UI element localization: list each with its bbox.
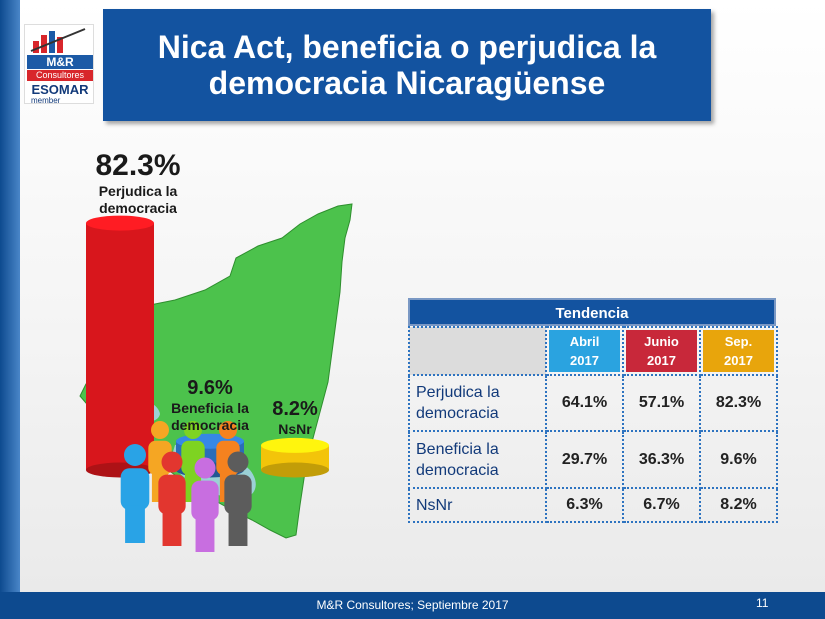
cell-perjudica-abril: 64.1% <box>545 374 624 432</box>
table-header-row: Abril 2017 Junio 2017 Sep. 2017 <box>408 326 778 376</box>
row-label-perjudica: Perjudica la democracia <box>408 374 547 432</box>
bar-category-label: democracia <box>99 200 177 217</box>
cell-beneficia-abril: 29.7% <box>545 430 624 489</box>
company-logo: M&R Consultores ESOMAR member <box>24 24 94 105</box>
column-header-junio-month: Junio <box>644 334 679 349</box>
person-figure-icon <box>158 451 186 546</box>
person-figure-icon <box>191 457 219 552</box>
footer-source: M&R Consultores; Septiembre 2017 <box>316 598 509 612</box>
logo-member: member <box>31 96 61 105</box>
person-figure-icon <box>224 451 252 546</box>
table-row: Beneficia la democracia 29.7% 36.3% 9.6% <box>408 430 778 489</box>
logo-brand: M&R <box>27 55 93 69</box>
left-accent-band <box>0 0 20 619</box>
cell-nsnr-sep: 8.2% <box>699 487 778 523</box>
title-banner: Nica Act, beneficia o perjudica la democ… <box>103 9 711 121</box>
bar-label-1: 82.3% Perjudica la democracia <box>78 149 198 217</box>
column-header-junio: Junio 2017 <box>622 326 701 376</box>
bar-cap-3 <box>261 437 329 453</box>
cell-nsnr-abril: 6.3% <box>545 487 624 523</box>
bar-cap-1 <box>86 215 154 231</box>
column-header-sep-month: Sep. <box>724 334 753 349</box>
footer-bar: M&R Consultores; Septiembre 2017 11 <box>0 592 825 619</box>
row-label-nsnr: NsNr <box>408 487 547 523</box>
column-header-junio-year: 2017 <box>647 353 676 368</box>
page-number: 11 <box>756 596 769 610</box>
bar-label-2: 9.6% Beneficia la democracia <box>150 377 270 434</box>
bar-category-label: Perjudica la <box>98 183 178 200</box>
column-header-abril-month: Abril <box>569 334 600 349</box>
column-header-sep-year: 2017 <box>724 353 753 368</box>
logo-subtitle: Consultores <box>27 70 93 81</box>
bar-value-label: 9.6% <box>187 377 233 400</box>
page-title: Nica Act, beneficia o perjudica la democ… <box>157 29 657 101</box>
row-label-beneficia-line2: democracia <box>416 461 499 479</box>
person-figure-icon <box>120 444 150 543</box>
bar-value-label: 8.2% <box>272 398 318 421</box>
column-header-abril-year: 2017 <box>570 353 599 368</box>
people-group <box>120 421 252 552</box>
cell-beneficia-junio: 36.3% <box>622 430 701 489</box>
bar-category-label: Beneficia la <box>171 400 249 417</box>
row-label-nsnr-line1: NsNr <box>416 496 453 514</box>
bar-category-label: democracia <box>171 417 249 434</box>
row-label-perjudica-line2: democracia <box>416 405 499 422</box>
row-label-perjudica-line1: Perjudica la <box>416 384 500 401</box>
column-header-abril: Abril 2017 <box>545 326 624 376</box>
trend-table-title: Tendencia <box>408 298 776 326</box>
row-label-beneficia: Beneficia la democracia <box>408 430 547 489</box>
bar-value-label: 82.3% <box>95 149 181 183</box>
table-row: Perjudica la democracia 64.1% 57.1% 82.3… <box>408 374 778 432</box>
bar-category-label: NsNr <box>278 421 312 438</box>
cell-perjudica-sep: 82.3% <box>699 374 778 432</box>
bar-base-3 <box>261 462 329 478</box>
cell-perjudica-junio: 57.1% <box>622 374 701 432</box>
table-row: NsNr 6.3% 6.7% 8.2% <box>408 487 778 523</box>
column-header-sep: Sep. 2017 <box>699 326 778 376</box>
cell-nsnr-junio: 6.7% <box>622 487 701 523</box>
logo-graphic-icon <box>30 28 86 53</box>
cell-beneficia-sep: 9.6% <box>699 430 778 489</box>
bar-label-3: 8.2% NsNr <box>235 398 355 438</box>
bar-1 <box>86 223 154 470</box>
logo-esomar: ESOMAR <box>31 82 89 97</box>
table-corner-cell <box>408 326 547 376</box>
row-label-beneficia-line1: Beneficia la <box>416 440 499 458</box>
trend-table: Tendencia Abril 2017 Junio 2017 Sep. <box>408 298 778 523</box>
